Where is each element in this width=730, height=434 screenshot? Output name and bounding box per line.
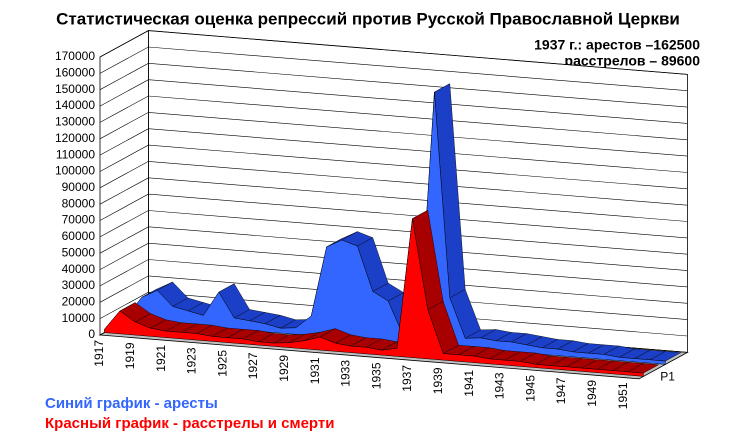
x-tick-label: 1937 xyxy=(400,365,414,392)
grid-line xyxy=(99,95,688,141)
y-tick-label: 110000 xyxy=(56,147,95,161)
y-tick-label: 30000 xyxy=(62,278,96,292)
x-tick-label: 1917 xyxy=(92,340,106,367)
grid-line xyxy=(99,242,688,288)
x-tick-label: 1939 xyxy=(431,367,445,394)
y-tick-label: 70000 xyxy=(62,213,96,227)
grid-line xyxy=(99,46,688,91)
grid-line xyxy=(99,177,688,222)
y-tick-label: 60000 xyxy=(62,229,96,243)
grid-line xyxy=(99,112,688,157)
y-tick-label: 20000 xyxy=(62,294,96,308)
y-tick-label: 160000 xyxy=(55,66,95,80)
y-tick-label: 90000 xyxy=(62,180,96,194)
y-tick-label: 10000 xyxy=(62,311,96,325)
area xyxy=(104,218,644,377)
x-tick-label: 1921 xyxy=(154,345,168,372)
legend-label: Синий график - аресты xyxy=(45,395,218,412)
grid-line xyxy=(99,275,688,320)
x-tick-label: 1919 xyxy=(123,342,137,369)
x-tick-label: 1943 xyxy=(493,372,507,399)
grid-line xyxy=(99,62,688,108)
y-tick-label: 40000 xyxy=(62,262,96,276)
x-tick-label: 1951 xyxy=(616,382,630,409)
grid-line xyxy=(99,144,688,190)
annotation: 1937 г.: арестов –162500 xyxy=(534,37,700,53)
grid-line xyxy=(99,79,688,124)
y-tick-label: 100000 xyxy=(55,164,95,178)
grid-line xyxy=(99,161,688,206)
x-tick-label: 1945 xyxy=(523,375,537,402)
grid-line xyxy=(99,30,688,75)
x-tick-label: 1935 xyxy=(369,362,383,389)
y-tick-label: 130000 xyxy=(55,115,95,129)
y-tick-label: 150000 xyxy=(55,82,95,96)
y-tick-label: 0 xyxy=(88,327,95,341)
x-tick-label: 1927 xyxy=(246,352,260,379)
y-tick-label: 170000 xyxy=(55,49,95,63)
x-tick-label: 1925 xyxy=(215,350,229,377)
x-tick-label: 1923 xyxy=(185,347,199,374)
y-tick-label: 80000 xyxy=(62,196,96,210)
x-tick-label: 1949 xyxy=(585,380,599,407)
x-tick-label: 1929 xyxy=(277,355,291,382)
x-tick-label: 1931 xyxy=(308,357,322,384)
x-tick-label: 1947 xyxy=(554,377,568,404)
x-tick-label: 1941 xyxy=(462,370,476,397)
z-label: P1 xyxy=(660,370,675,384)
grid-line xyxy=(99,193,688,239)
legend-label: Красный график - расстрелы и смерти xyxy=(45,415,334,432)
grid-line xyxy=(99,259,688,304)
grid-line xyxy=(99,291,688,337)
y-tick-label: 50000 xyxy=(62,245,96,259)
y-tick-label: 120000 xyxy=(55,131,95,145)
grid-line xyxy=(99,210,688,255)
x-tick-label: 1933 xyxy=(339,360,353,387)
annotation: расстрелов – 89600 xyxy=(565,53,701,69)
grid-line xyxy=(99,226,688,271)
grid-line xyxy=(99,128,688,173)
y-tick-label: 140000 xyxy=(55,98,95,112)
chart-title: Статистическая оценка репрессий против Р… xyxy=(56,9,680,28)
